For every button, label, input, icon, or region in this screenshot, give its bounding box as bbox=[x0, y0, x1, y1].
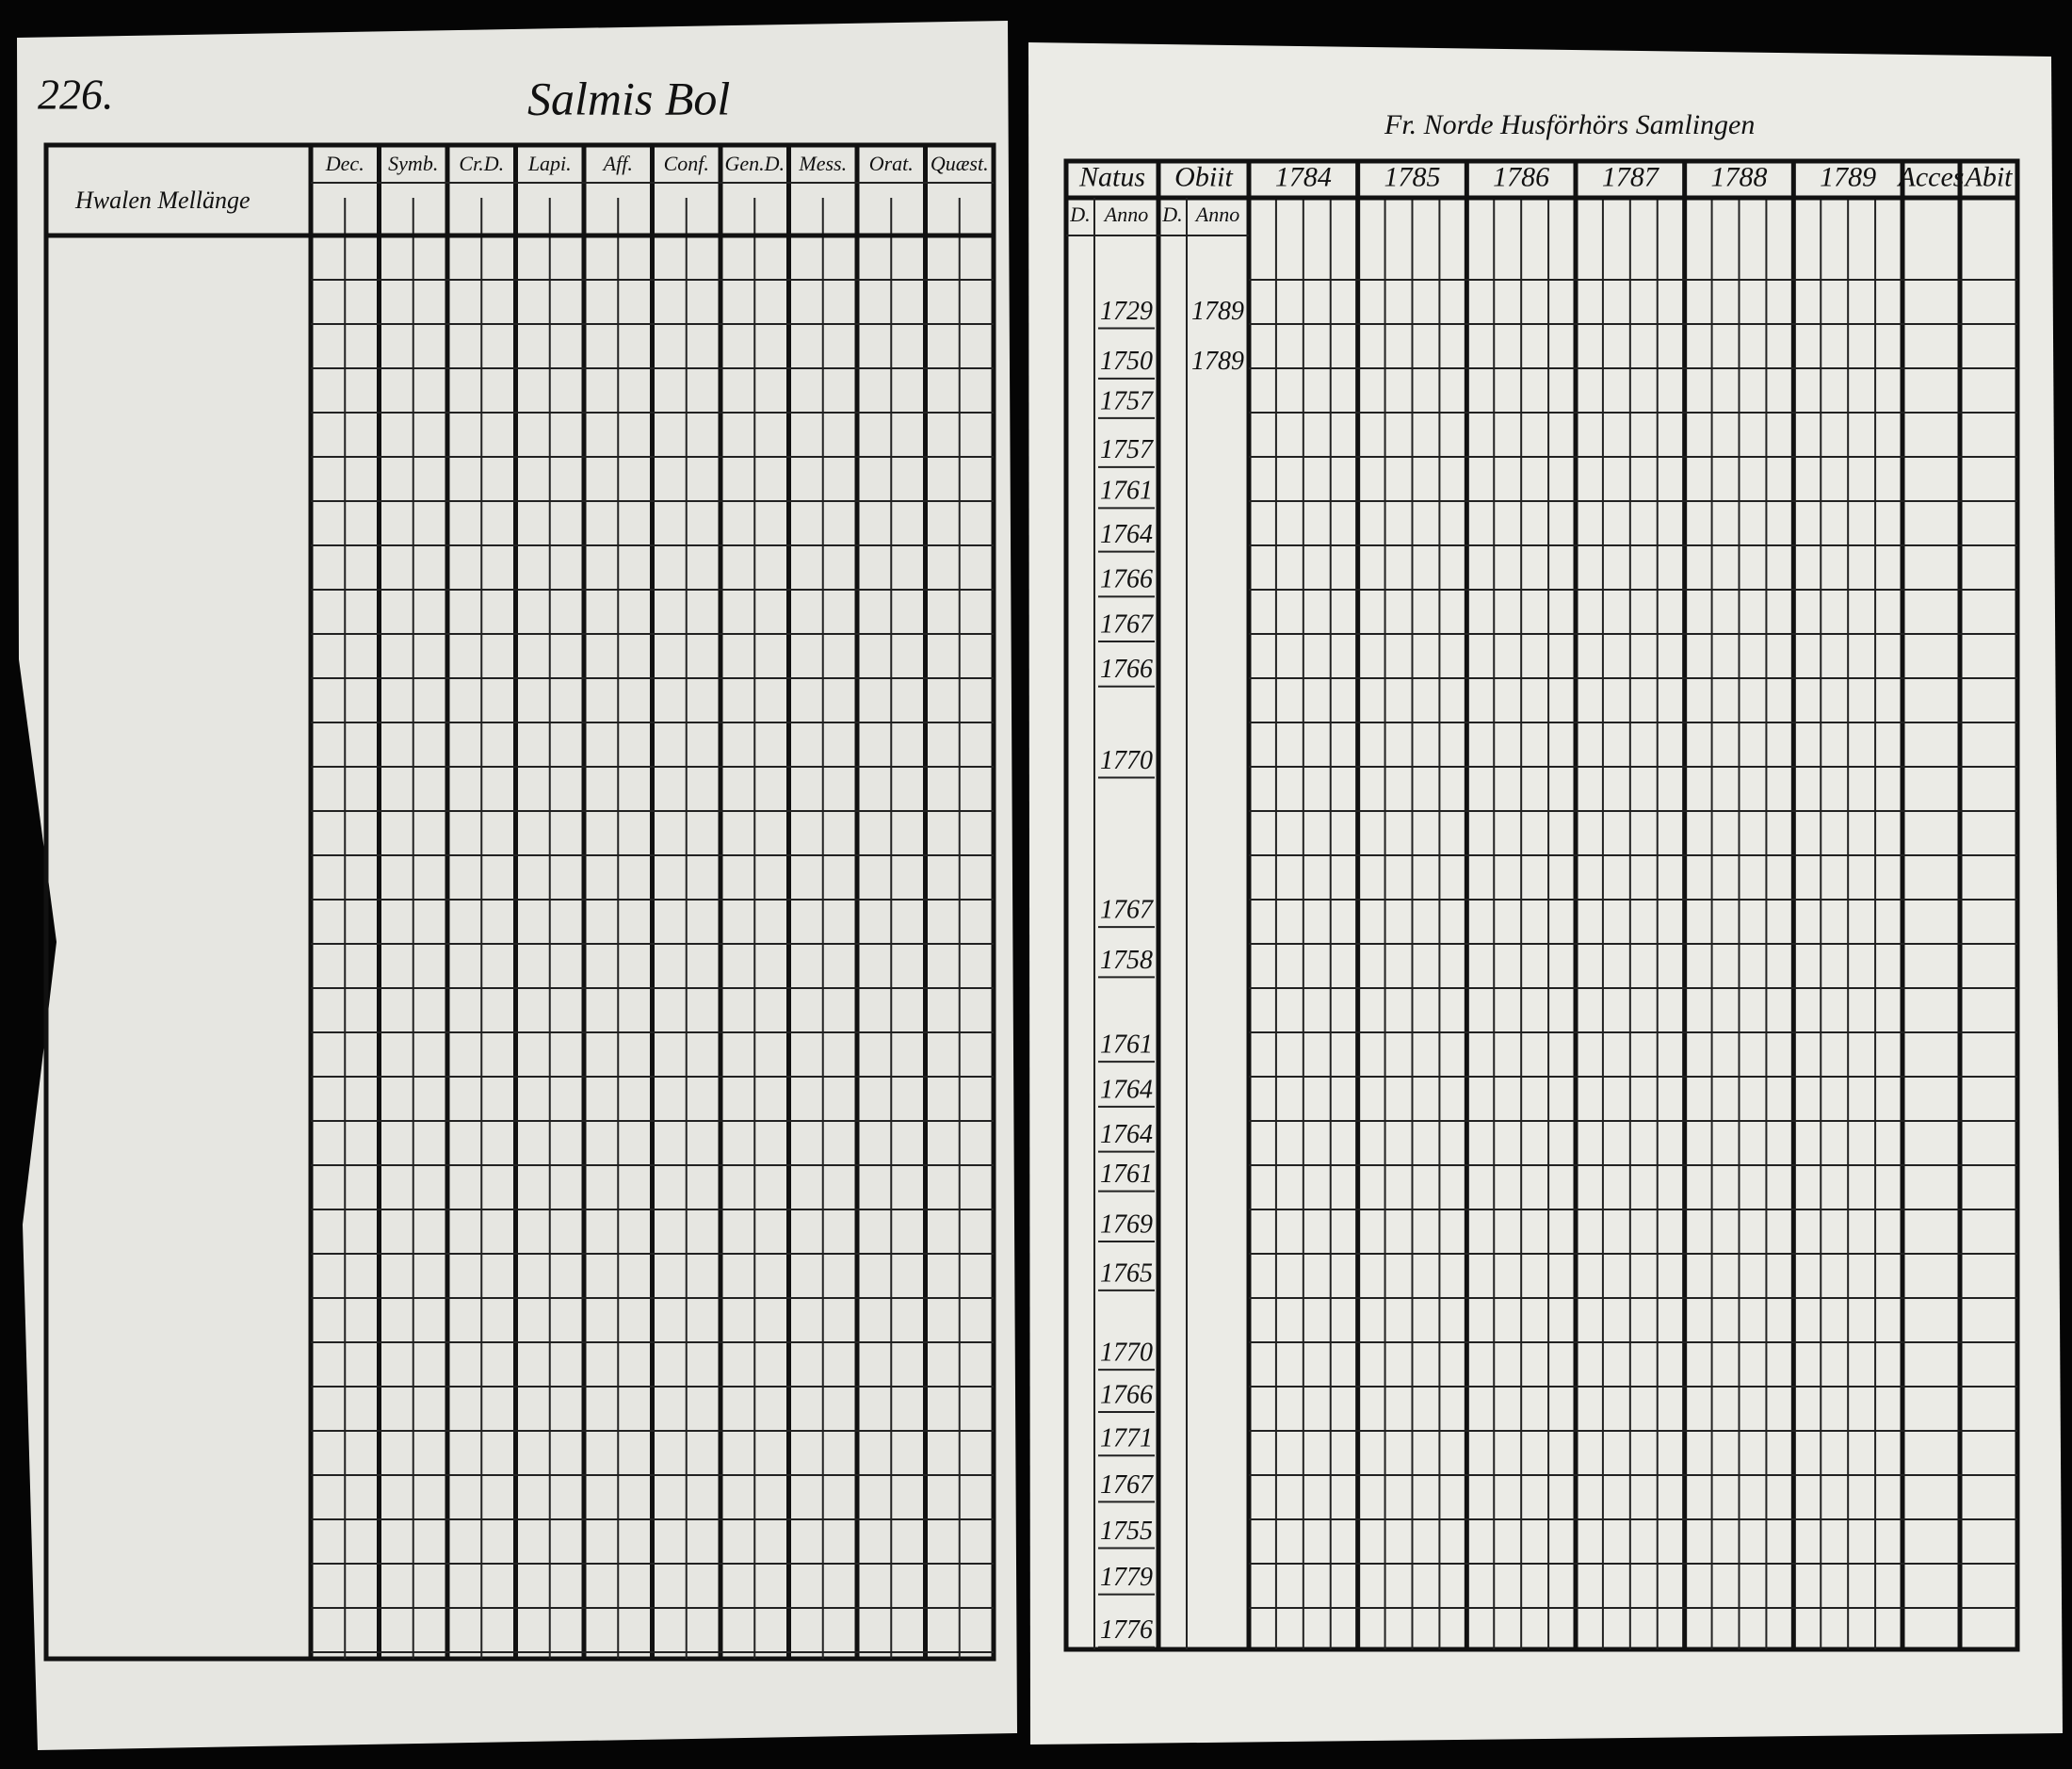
birth-year: 1755 bbox=[1100, 1517, 1153, 1546]
birth-year: 1764 bbox=[1100, 520, 1153, 549]
birth-year: 1765 bbox=[1100, 1258, 1153, 1288]
column-header: Mess. bbox=[798, 152, 847, 175]
column-header: Aff. bbox=[602, 152, 633, 175]
birth-year: 1767 bbox=[1100, 1470, 1154, 1500]
birth-year: 1766 bbox=[1100, 565, 1153, 594]
birth-year: 1779 bbox=[1100, 1563, 1153, 1592]
death-year: 1789 bbox=[1191, 297, 1244, 326]
birth-year: 1769 bbox=[1100, 1209, 1153, 1239]
birth-year: 1761 bbox=[1100, 1031, 1153, 1060]
subheader: D. bbox=[1161, 203, 1182, 226]
birth-year: 1757 bbox=[1100, 435, 1154, 464]
birth-year: 1764 bbox=[1100, 1075, 1153, 1104]
column-header: Natus bbox=[1078, 161, 1145, 192]
birth-year: 1767 bbox=[1100, 609, 1154, 639]
column-header: Orat. bbox=[869, 152, 914, 175]
birth-year: 1761 bbox=[1100, 477, 1153, 506]
birth-year: 1766 bbox=[1100, 655, 1153, 684]
column-header: Cr.D. bbox=[459, 152, 504, 175]
subheader: Anno bbox=[1194, 203, 1239, 226]
column-header: 1789 bbox=[1820, 161, 1876, 192]
column-header: 1787 bbox=[1602, 161, 1660, 192]
column-header: Dec. bbox=[325, 152, 364, 175]
column-header: Gen.D. bbox=[724, 152, 785, 175]
column-header: Abit bbox=[1964, 161, 2014, 192]
page-number: 226. bbox=[38, 71, 114, 119]
birth-year: 1771 bbox=[1100, 1424, 1153, 1453]
column-header: Symb. bbox=[388, 152, 438, 175]
column-header: 1784 bbox=[1275, 161, 1332, 192]
subheader: D. bbox=[1069, 203, 1090, 226]
birth-year: 1750 bbox=[1100, 347, 1153, 376]
right-page bbox=[1028, 42, 2063, 1745]
birth-year: 1766 bbox=[1100, 1380, 1153, 1409]
birth-year: 1770 bbox=[1100, 1338, 1153, 1367]
right-table-frame bbox=[1063, 158, 2020, 1652]
column-header: Obiit bbox=[1174, 161, 1233, 192]
row-header: Hwalen Mellänge bbox=[74, 187, 251, 214]
column-header: Quæst. bbox=[931, 152, 989, 175]
column-header: 1788 bbox=[1711, 161, 1768, 192]
birth-year: 1770 bbox=[1100, 746, 1153, 775]
column-header: 1785 bbox=[1384, 161, 1441, 192]
left-table-frame bbox=[43, 142, 996, 1662]
column-header: Acces bbox=[1897, 161, 1965, 192]
subheader: Anno bbox=[1103, 203, 1148, 226]
birth-year: 1757 bbox=[1100, 386, 1154, 415]
page-title: Salmis Bol bbox=[527, 72, 730, 124]
birth-year: 1758 bbox=[1100, 946, 1153, 975]
birth-year: 1767 bbox=[1100, 895, 1154, 924]
header-note: Fr. Norde Husförhörs Samlingen bbox=[1384, 109, 1755, 140]
death-year: 1789 bbox=[1191, 347, 1244, 376]
birth-year: 1761 bbox=[1100, 1160, 1153, 1189]
birth-year: 1729 bbox=[1100, 297, 1153, 326]
column-header: Conf. bbox=[664, 152, 709, 175]
column-header: Lapi. bbox=[527, 152, 572, 175]
birth-year: 1776 bbox=[1100, 1615, 1153, 1645]
column-header: 1786 bbox=[1493, 161, 1549, 192]
birth-year: 1764 bbox=[1100, 1120, 1153, 1149]
